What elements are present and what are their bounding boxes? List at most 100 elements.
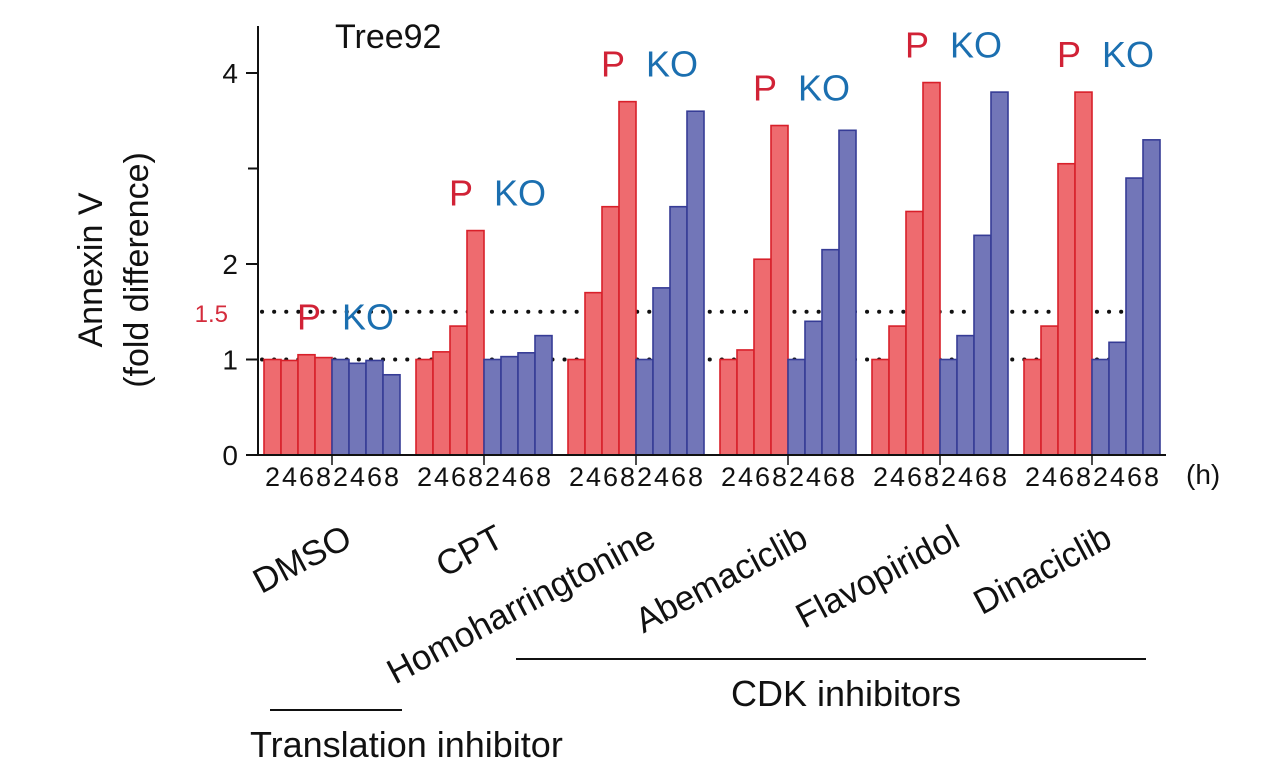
p-series-label: P <box>601 44 625 85</box>
bar-ko <box>686 110 705 456</box>
bar-p <box>736 349 755 456</box>
bar-ko <box>382 373 401 456</box>
time-tick-label: 6 <box>755 462 770 492</box>
bar-ko <box>1142 139 1161 456</box>
ko-series-label: KO <box>646 44 698 85</box>
bar-ko <box>652 287 671 456</box>
y-tick-label: 2 <box>222 249 238 280</box>
p-series-label: P <box>449 173 473 214</box>
group-label: Flavopiridol <box>789 518 965 636</box>
reference-line-label: 1.5 <box>195 301 228 328</box>
bar-ko <box>365 359 384 456</box>
bar-p <box>432 351 451 456</box>
time-tick-label: 2 <box>721 462 736 492</box>
ko-series-label: KO <box>798 68 850 109</box>
time-tick-label: 8 <box>468 462 483 492</box>
bar-ko <box>1091 358 1110 456</box>
group-label: DMSO <box>247 518 358 602</box>
bar-p <box>922 81 941 456</box>
translation-inhibitor-label: Translation inhibitor <box>250 724 563 765</box>
bar-ko <box>483 358 502 456</box>
y-axis-label-line2: (fold difference) <box>118 152 156 388</box>
bar-p <box>314 356 333 456</box>
y-axis-label: Annexin V (fold difference) <box>72 152 156 388</box>
bar-ko <box>956 334 975 456</box>
y-tick-label: 4 <box>222 58 238 89</box>
time-tick-label: 8 <box>924 462 939 492</box>
bar-p <box>888 325 907 456</box>
time-tick-label: 6 <box>299 462 314 492</box>
group-label: Abemaciclib <box>629 518 814 641</box>
time-tick-label: 6 <box>671 462 686 492</box>
time-tick-label: 6 <box>1059 462 1074 492</box>
bar-p <box>1040 325 1059 456</box>
bar-p <box>905 210 924 456</box>
bar-ko <box>500 355 519 456</box>
bar-p <box>1023 358 1042 456</box>
time-tick-label: 4 <box>738 462 753 492</box>
ko-series-label: KO <box>342 297 394 338</box>
time-tick-label: 4 <box>1110 462 1125 492</box>
time-tick-label: 4 <box>282 462 297 492</box>
p-series-label: P <box>297 297 321 338</box>
bar-p <box>601 205 620 456</box>
bar-ko <box>838 129 857 456</box>
time-tick-label: 8 <box>620 462 635 492</box>
time-tick-label: 2 <box>873 462 888 492</box>
bar-ko <box>804 320 823 456</box>
bar-p <box>618 100 637 456</box>
bar-ko <box>534 334 553 456</box>
time-tick-label: 4 <box>654 462 669 492</box>
time-tick-label: 4 <box>806 462 821 492</box>
time-tick-label: 8 <box>1076 462 1091 492</box>
bar-ko <box>1108 341 1127 456</box>
bar-ko <box>635 358 654 456</box>
y-axis-label-line1: Annexin V <box>72 192 110 347</box>
time-tick-label: 6 <box>907 462 922 492</box>
time-tick-label: 6 <box>823 462 838 492</box>
time-tick-label: 8 <box>840 462 855 492</box>
bar-ko <box>517 352 536 456</box>
bar-p <box>770 124 789 456</box>
y-tick-label: 0 <box>222 440 238 471</box>
time-tick-label: 4 <box>434 462 449 492</box>
time-tick-label: 6 <box>519 462 534 492</box>
time-tick-label: 2 <box>1093 462 1108 492</box>
bar-ko <box>348 362 367 456</box>
bar-p <box>415 358 434 456</box>
time-tick-label: 8 <box>536 462 551 492</box>
bar-p <box>753 258 772 456</box>
time-tick-label: 6 <box>451 462 466 492</box>
bar-ko <box>990 91 1009 456</box>
chart-title: Tree92 <box>335 18 441 56</box>
bar-p <box>297 353 316 456</box>
x-unit-label: (h) <box>1186 459 1220 490</box>
time-tick-label: 4 <box>586 462 601 492</box>
ko-series-label: KO <box>494 173 546 214</box>
time-tick-label: 4 <box>890 462 905 492</box>
bar-ko <box>787 358 806 456</box>
ko-series-label: KO <box>950 25 1002 66</box>
time-tick-label: 8 <box>1144 462 1159 492</box>
bar-p <box>1074 91 1093 456</box>
time-tick-label: 2 <box>941 462 956 492</box>
bar-p <box>1057 162 1076 456</box>
time-tick-label: 2 <box>1025 462 1040 492</box>
time-tick-label: 2 <box>417 462 432 492</box>
bar-ko <box>331 358 350 456</box>
time-tick-label: 2 <box>485 462 500 492</box>
time-tick-label: 2 <box>569 462 584 492</box>
time-tick-label: 4 <box>502 462 517 492</box>
time-tick-label: 8 <box>316 462 331 492</box>
time-tick-label: 4 <box>350 462 365 492</box>
bar-p <box>584 291 603 456</box>
cdk-inhibitors-label: CDK inhibitors <box>731 673 961 714</box>
y-tick-label: 1 <box>222 345 238 376</box>
ko-series-label: KO <box>1102 34 1154 75</box>
p-series-label: P <box>1057 34 1081 75</box>
p-series-label: P <box>905 25 929 66</box>
group-label: CPT <box>430 518 510 585</box>
group-label: Homoharringtonine <box>381 518 662 692</box>
time-tick-label: 4 <box>958 462 973 492</box>
